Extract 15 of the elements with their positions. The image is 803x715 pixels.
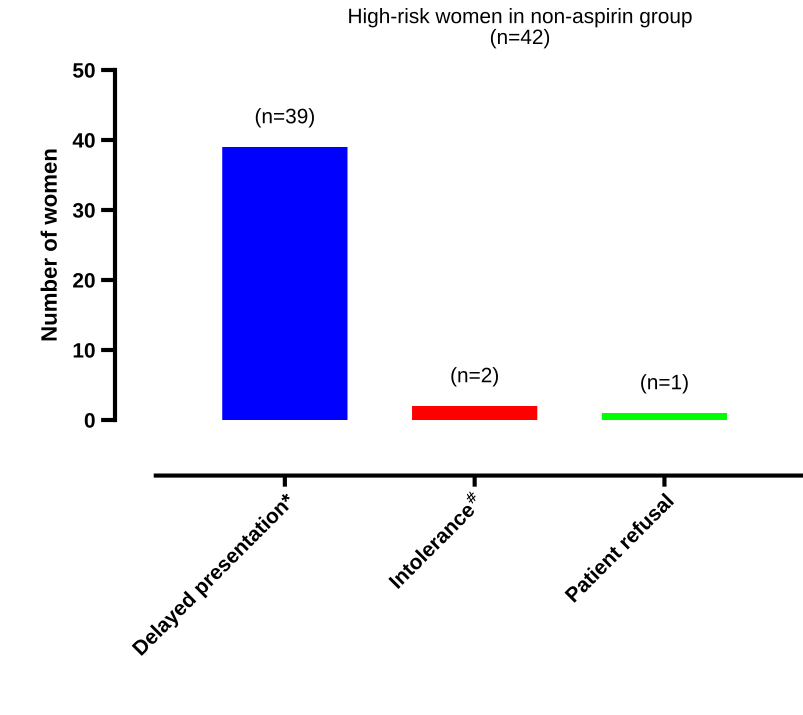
y-tick-label: 20 (73, 273, 95, 288)
y-tick-label: 0 (84, 413, 95, 428)
y-axis-title: Number of women (40, 149, 57, 340)
data-label: (n=2) (451, 367, 498, 387)
chart-title: High-risk women in non-aspirin group (n=42) (349, 8, 692, 48)
data-label: (n=1) (641, 374, 688, 394)
data-label: (n=39) (256, 108, 314, 128)
bar (412, 406, 538, 420)
y-tick-label: 10 (74, 343, 95, 358)
y-tick-label: 50 (73, 63, 95, 78)
x-tick-label: Intolerance$^{#}$ (385, 490, 484, 590)
y-tick-label: 40 (72, 133, 95, 148)
bar (602, 413, 728, 420)
bar (222, 147, 348, 420)
y-tick-label: 30 (72, 203, 95, 218)
